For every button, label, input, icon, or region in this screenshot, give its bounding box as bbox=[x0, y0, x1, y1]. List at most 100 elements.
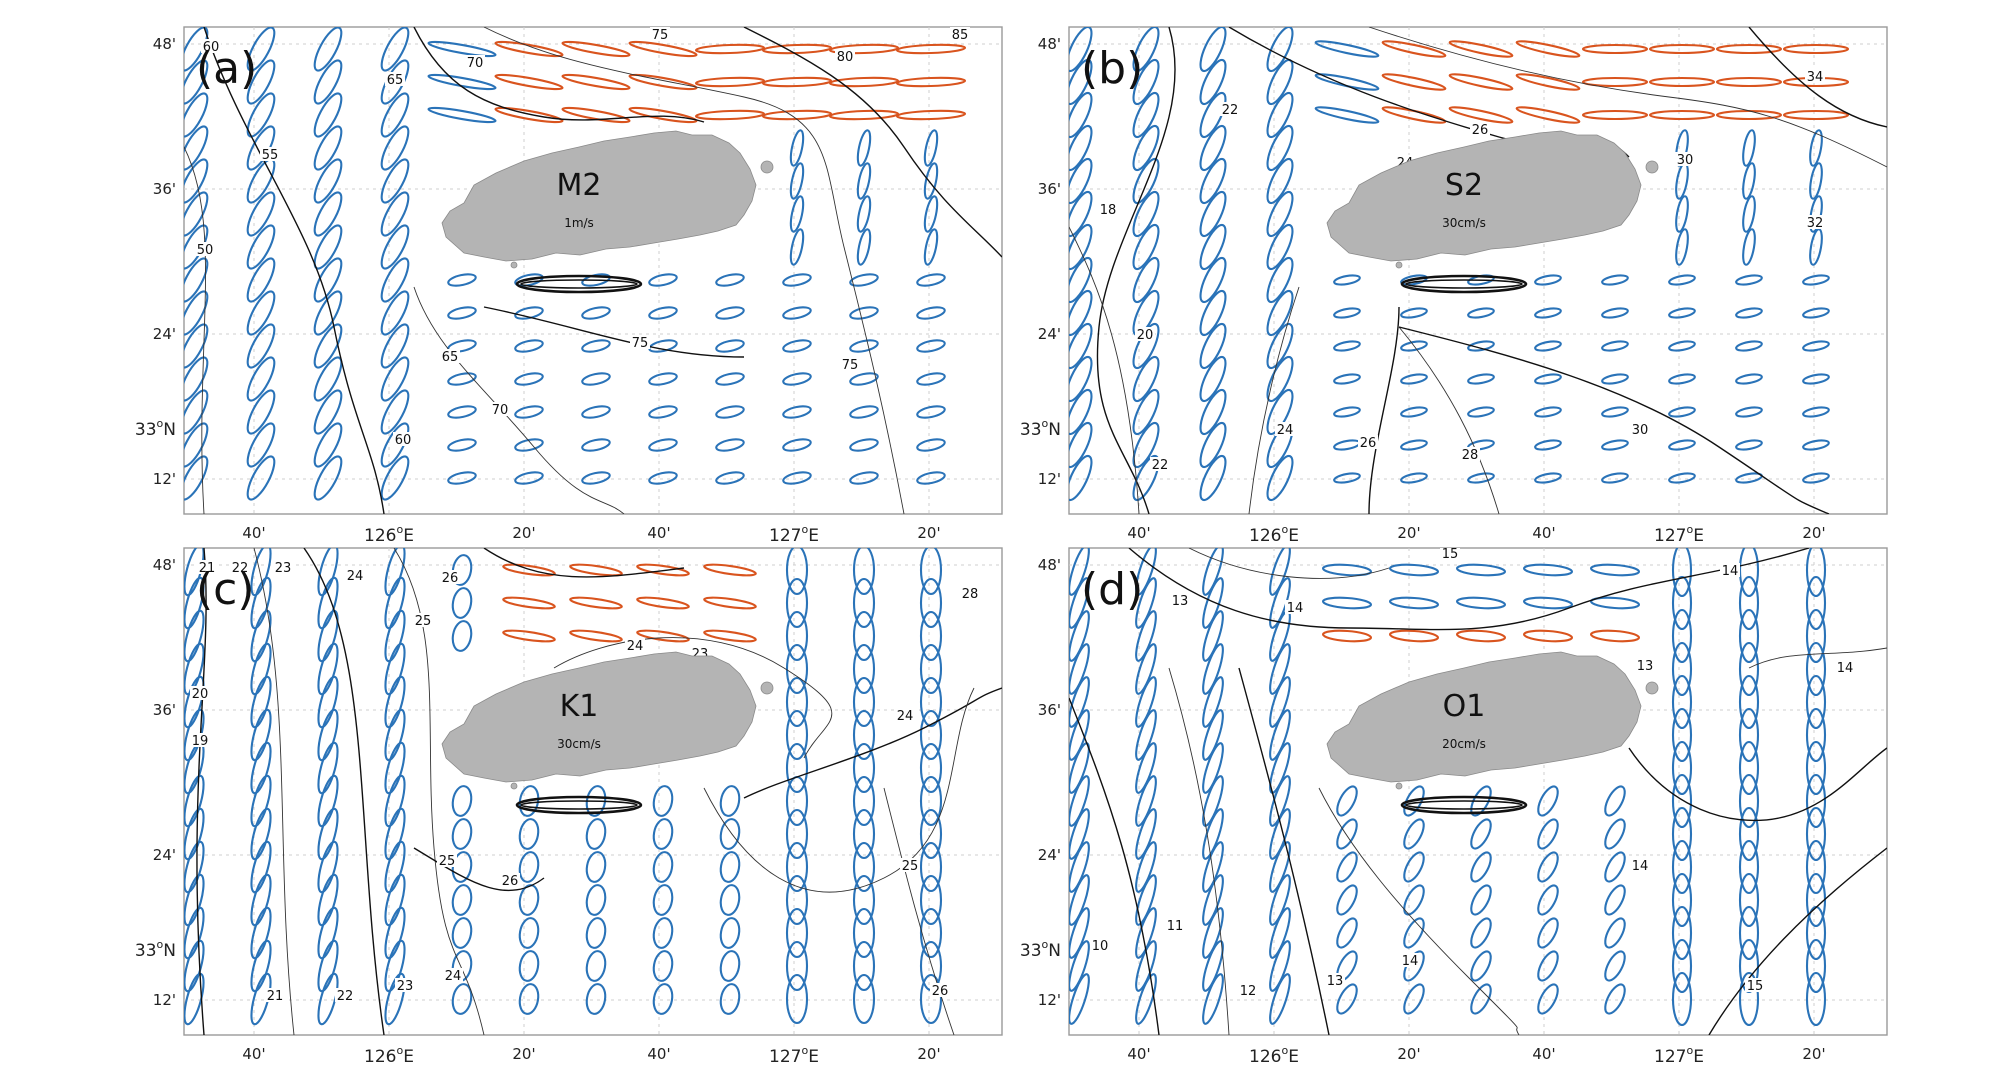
x-tick-label: 40' bbox=[1127, 1045, 1150, 1063]
tidal-ellipse bbox=[895, 43, 967, 55]
islet bbox=[1645, 160, 1659, 174]
tidal-ellipse bbox=[1202, 775, 1224, 827]
tidal-ellipse bbox=[628, 40, 698, 58]
tidal-ellipse bbox=[250, 873, 272, 927]
tidal-ellipse bbox=[317, 642, 339, 696]
tidal-ellipse bbox=[1805, 641, 1827, 697]
contour-label: 15 bbox=[1747, 979, 1764, 994]
tidal-ellipse bbox=[1467, 406, 1495, 418]
tidal-ellipse bbox=[447, 306, 477, 320]
tidal-ellipse bbox=[782, 405, 812, 419]
scale-ellipse bbox=[520, 279, 638, 289]
tidal-ellipse bbox=[1523, 629, 1573, 643]
x-tick-label: 40' bbox=[242, 1045, 265, 1063]
tidal-ellipse bbox=[184, 323, 209, 369]
x-tick-label: 40' bbox=[1127, 524, 1150, 542]
tidal-ellipse bbox=[1069, 322, 1093, 370]
tidal-ellipse bbox=[1590, 596, 1640, 610]
tidal-ellipse bbox=[1809, 162, 1823, 200]
tidal-ellipse bbox=[246, 224, 276, 270]
x-tick-label: 20' bbox=[1802, 1045, 1825, 1063]
tidal-ellipse bbox=[1199, 124, 1227, 172]
tidal-ellipse bbox=[1601, 373, 1629, 385]
tidal-ellipse bbox=[636, 596, 690, 610]
tidal-ellipse bbox=[1738, 839, 1760, 895]
tidal-ellipse bbox=[652, 884, 674, 916]
island bbox=[441, 130, 757, 262]
tidal-ellipse bbox=[581, 471, 611, 485]
tidal-ellipse bbox=[1470, 983, 1492, 1015]
tidal-ellipse bbox=[1601, 406, 1629, 418]
islet bbox=[760, 681, 774, 695]
contour-label: 13 bbox=[1637, 659, 1654, 674]
tidal-ellipse bbox=[184, 191, 209, 237]
contour-label: 28 bbox=[1462, 448, 1479, 463]
contour-label: 24 bbox=[1277, 423, 1294, 438]
tidal-ellipse bbox=[184, 59, 209, 105]
tidal-ellipse bbox=[1467, 472, 1495, 484]
tidal-ellipse bbox=[1738, 971, 1760, 1027]
x-axis-main-label: 126oE bbox=[364, 1044, 414, 1067]
tidal-ellipse bbox=[313, 356, 343, 402]
contour-label: 85 bbox=[952, 28, 969, 43]
tidal-ellipse bbox=[852, 676, 876, 728]
tidal-ellipse bbox=[1601, 307, 1629, 319]
tidal-ellipse bbox=[380, 356, 410, 402]
tidal-ellipse bbox=[1537, 884, 1559, 916]
contour-label-bg bbox=[950, 27, 970, 41]
tidal-ellipse bbox=[1738, 740, 1760, 796]
island bbox=[1326, 130, 1642, 262]
tidal-ellipse bbox=[694, 43, 766, 55]
tidal-ellipse bbox=[852, 548, 876, 596]
tidal-ellipse bbox=[1671, 905, 1693, 961]
tidal-ellipse bbox=[184, 576, 205, 630]
cotidal-line bbox=[1368, 27, 1887, 168]
contour-label-bg bbox=[335, 988, 355, 1002]
tidal-ellipse bbox=[1738, 872, 1760, 928]
tidal-ellipse bbox=[703, 563, 757, 577]
tidal-ellipse bbox=[1456, 596, 1506, 610]
tidal-ellipse bbox=[1202, 742, 1224, 794]
tidal-ellipse bbox=[585, 983, 607, 1015]
tidal-ellipse bbox=[246, 323, 276, 369]
tidal-ellipse bbox=[1269, 548, 1291, 596]
tidal-ellipse bbox=[652, 785, 674, 817]
x-hemisphere: E bbox=[403, 1047, 414, 1067]
contour-label-bg bbox=[440, 349, 460, 363]
tidal-ellipse bbox=[1199, 27, 1227, 73]
y-axis-main-label: 33oN bbox=[1020, 938, 1061, 961]
tidal-ellipse bbox=[1581, 109, 1649, 121]
tidal-ellipse bbox=[1132, 256, 1160, 304]
y-tick-label: 48' bbox=[1038, 35, 1061, 53]
tidal-ellipse bbox=[715, 372, 745, 386]
tidal-ellipse bbox=[1715, 43, 1783, 55]
tidal-ellipse bbox=[1202, 841, 1224, 893]
x-axis-main-label: 126oE bbox=[364, 523, 414, 546]
degree-symbol: o bbox=[801, 523, 808, 536]
panel-a: 60 75 85 70 80 65 55 50 65 75 75 70 60 M2 1m/s (a) 48' 36… bbox=[135, 26, 1003, 546]
tidal-ellipse bbox=[1333, 307, 1361, 319]
tidal-ellipse bbox=[380, 158, 410, 204]
tidal-ellipse bbox=[1403, 884, 1425, 916]
contour-label-bg bbox=[395, 978, 415, 992]
contour-label-bg bbox=[1170, 593, 1190, 607]
tidal-ellipse bbox=[184, 840, 205, 894]
tidal-ellipse bbox=[849, 372, 879, 386]
x-degree-value: 126 bbox=[364, 526, 396, 546]
tidal-ellipse bbox=[652, 917, 674, 949]
tidal-ellipse bbox=[1266, 355, 1294, 403]
tidal-ellipse bbox=[561, 40, 631, 58]
tidal-ellipse bbox=[317, 576, 339, 630]
map-area: 15 13 14 14 13 14 14 11 10 12 13 14 15 O1 20cm/s bbox=[1069, 548, 1887, 1035]
tidal-ellipse bbox=[1671, 608, 1693, 664]
contour-label-bg bbox=[1098, 202, 1118, 216]
cotidal-line bbox=[1398, 326, 1830, 514]
x-tick-label: 40' bbox=[647, 524, 670, 542]
tidal-ellipse bbox=[1400, 406, 1428, 418]
contour-label: 75 bbox=[842, 358, 859, 373]
contour-label-bg bbox=[413, 613, 433, 627]
contour-label-bg bbox=[1470, 122, 1490, 136]
tidal-ellipse bbox=[1456, 563, 1506, 577]
y-axis-main-label: 33oN bbox=[135, 417, 176, 440]
contour-label: 24 bbox=[445, 969, 462, 984]
